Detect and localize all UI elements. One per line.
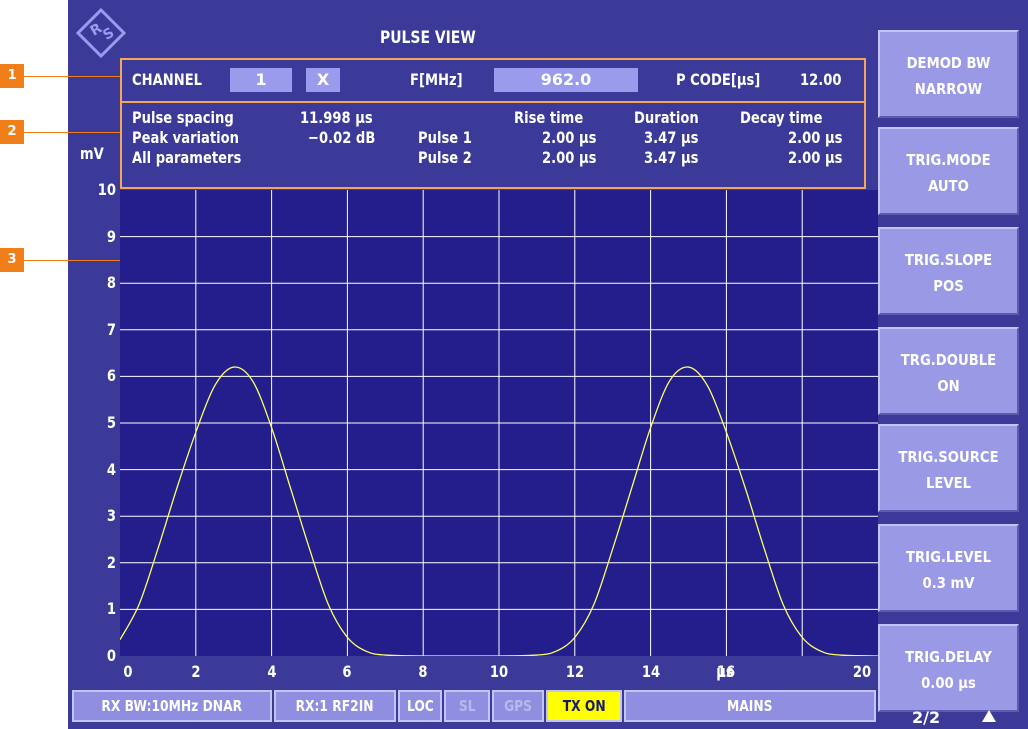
col-duration: Duration xyxy=(634,108,699,127)
status-rx-bw[interactable]: RX BW:10MHz DNAR xyxy=(72,690,272,722)
x-tick-label: 8 xyxy=(418,662,428,681)
page-title: PULSE VIEW xyxy=(380,28,476,48)
callout-1: 1 xyxy=(0,64,24,88)
status-rx-input[interactable]: RX:1 RF2IN xyxy=(274,690,396,722)
y-tick-label: 0 xyxy=(106,646,116,665)
callout-3: 3 xyxy=(0,248,24,272)
pulse-2-label: Pulse 2 xyxy=(418,148,472,167)
x-tick-label: 2 xyxy=(191,662,201,681)
softkey-7[interactable]: TRIG.DELAY 0.00 µs xyxy=(878,624,1019,712)
softkey-3-value: POS xyxy=(933,277,964,295)
softkey-5-value: LEVEL xyxy=(925,474,972,492)
softkey-2[interactable]: TRIG.MODE AUTO xyxy=(878,127,1019,215)
softkey-2-value: AUTO xyxy=(928,177,969,195)
status-mains-text: MAINS xyxy=(727,697,773,715)
channel-label: CHANNEL xyxy=(132,70,203,89)
y-tick-label: 8 xyxy=(106,273,116,293)
status-gps[interactable]: GPS xyxy=(492,690,544,722)
pulse-plot-svg xyxy=(120,190,878,656)
softkey-5-title: TRIG.SOURCE xyxy=(898,448,999,466)
y-tick-label: 3 xyxy=(106,506,116,526)
softkey-2-title: TRIG.MODE xyxy=(906,151,991,169)
pulse-spacing-label: Pulse spacing xyxy=(132,108,234,127)
x-tick-label: 4 xyxy=(267,662,277,681)
status-rx-input-text: RX:1 RF2IN xyxy=(295,697,375,715)
y-tick-label: 1 xyxy=(106,599,116,619)
callout-2: 2 xyxy=(0,120,24,144)
channel-value[interactable]: 1 xyxy=(230,68,292,92)
pulse-1-decay: 2.00 µs xyxy=(788,128,843,147)
x-tick-label: 12 xyxy=(565,662,584,681)
status-tx-on[interactable]: TX ON xyxy=(546,690,622,722)
frequency-value[interactable]: 962.0 xyxy=(494,68,638,92)
status-rx-bw-text: RX BW:10MHz DNAR xyxy=(101,697,243,715)
status-gps-text: GPS xyxy=(504,697,532,715)
x-tick-label: 16 xyxy=(717,662,736,681)
pulse-trace xyxy=(120,366,878,656)
y-tick-label: 9 xyxy=(106,226,116,246)
x-tick-label: 0 xyxy=(123,662,133,681)
col-rise-time: Rise time xyxy=(514,108,584,127)
frequency-label: F[MHz] xyxy=(410,70,463,89)
softkey-5[interactable]: TRIG.SOURCE LEVEL xyxy=(878,424,1019,512)
softkey-4-title: TRG.DOUBLE xyxy=(900,351,997,369)
peak-variation-value: −0.02 dB xyxy=(308,128,376,147)
pcode-label: P CODE[µs] xyxy=(676,70,761,89)
pcode-value: 12.00 xyxy=(800,70,842,89)
softkey-7-title: TRIG.DELAY xyxy=(905,648,992,666)
softkey-7-value: 0.00 µs xyxy=(921,674,976,692)
pulse-2-decay: 2.00 µs xyxy=(788,148,843,167)
status-tx-on-text: TX ON xyxy=(562,697,606,715)
softkey-4[interactable]: TRG.DOUBLE ON xyxy=(878,327,1019,415)
y-tick-label: 2 xyxy=(106,552,116,572)
status-loc[interactable]: LOC xyxy=(398,690,442,722)
softkey-1-value: NARROW xyxy=(914,80,983,98)
status-loc-text: LOC xyxy=(406,697,434,715)
status-sl[interactable]: SL xyxy=(444,690,490,722)
x-tick-label: 10 xyxy=(489,662,509,681)
pulse-1-rise: 2.00 µs xyxy=(542,128,597,147)
y-tick-label: 4 xyxy=(106,459,116,479)
page-indicator: 2/2 xyxy=(912,708,941,727)
col-decay-time: Decay time xyxy=(740,108,823,127)
all-parameters-label: All parameters xyxy=(132,148,242,167)
pulse-parameters-box xyxy=(120,103,866,189)
pulse-1-duration: 3.47 µs xyxy=(644,128,699,147)
pulse-1-label: Pulse 1 xyxy=(418,128,472,147)
x-axis-unit: µs xyxy=(716,662,734,681)
callout-1-line xyxy=(24,76,122,77)
x-tick-label: 6 xyxy=(342,662,352,681)
softkey-6[interactable]: TRIG.LEVEL 0.3 mV xyxy=(878,524,1019,612)
peak-variation-label: Peak variation xyxy=(132,128,240,147)
status-sl-text: SL xyxy=(458,697,476,715)
y-tick-label: 10 xyxy=(97,180,116,199)
callout-3-line xyxy=(24,260,122,261)
rohde-schwarz-logo: R S xyxy=(76,8,126,58)
y-axis-unit: mV xyxy=(80,144,104,163)
callout-2-line xyxy=(24,132,122,133)
y-tick-label: 7 xyxy=(106,319,116,339)
channel-settings-box xyxy=(120,58,866,103)
x-tick-label: 20 xyxy=(852,662,872,681)
softkey-1-title: DEMOD BW xyxy=(906,54,991,72)
softkey-4-value: ON xyxy=(937,377,960,395)
softkey-6-title: TRIG.LEVEL xyxy=(905,548,992,566)
page-up-arrow-icon[interactable] xyxy=(982,710,996,722)
pulse-2-rise: 2.00 µs xyxy=(542,148,597,167)
pulse-spacing-value: 11.998 µs xyxy=(300,108,373,127)
y-tick-label: 5 xyxy=(106,413,116,432)
channel-mode[interactable]: X xyxy=(306,68,340,92)
x-tick-label: 14 xyxy=(641,662,660,681)
pulse-2-duration: 3.47 µs xyxy=(644,148,699,167)
pulse-plot xyxy=(120,190,878,656)
y-tick-label: 6 xyxy=(106,366,116,386)
softkey-6-value: 0.3 mV xyxy=(922,574,975,592)
softkey-3[interactable]: TRIG.SLOPE POS xyxy=(878,227,1019,315)
softkey-3-title: TRIG.SLOPE xyxy=(904,251,993,269)
softkey-1[interactable]: DEMOD BW NARROW xyxy=(878,30,1019,118)
status-mains[interactable]: MAINS xyxy=(624,690,876,722)
